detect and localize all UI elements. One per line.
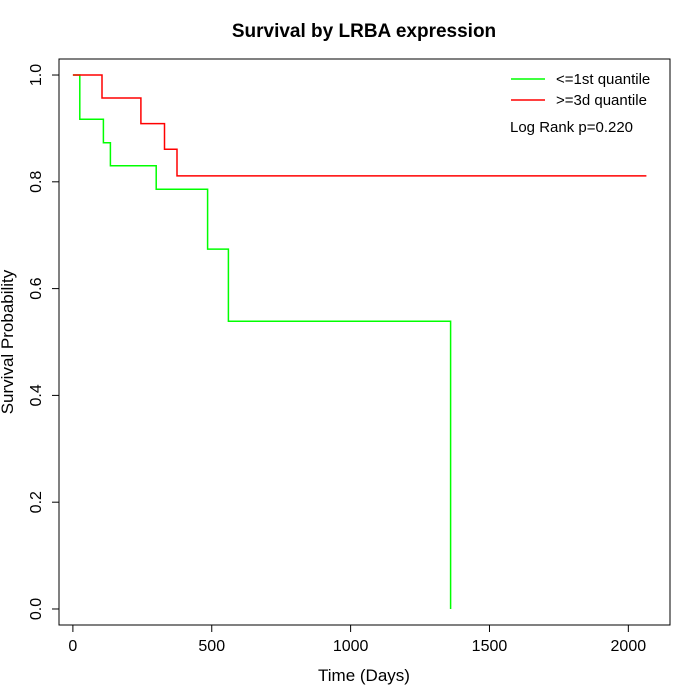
legend: <=1st quantile >=3d quantile Log Rank p=… [510, 71, 650, 136]
y-tick-label: 1.0 [28, 64, 45, 86]
log-rank-annotation: Log Rank p=0.220 [510, 119, 633, 136]
series-low-expression-curve [72, 74, 452, 609]
x-tick-label: 0 [68, 638, 77, 655]
series-layer [72, 74, 647, 609]
legend-label-high: >=3d quantile [556, 92, 647, 109]
legend-label-low: <=1st quantile [556, 71, 650, 88]
y-tick-label: 0.4 [28, 384, 45, 406]
x-tick-label: 1000 [333, 638, 369, 655]
y-axis: 0.0 0.2 0.4 0.6 0.8 1.0 [28, 64, 60, 620]
x-axis: 0 500 1000 1500 2000 [68, 624, 647, 655]
chart-title: Survival by LRBA expression [232, 21, 496, 42]
y-tick-label: 0.0 [28, 598, 45, 620]
x-tick-label: 2000 [611, 638, 647, 655]
y-tick-label: 0.6 [28, 277, 45, 299]
y-axis-label: Survival Probability [0, 269, 17, 414]
x-axis-label: Time (Days) [318, 666, 410, 685]
x-tick-label: 1500 [472, 638, 508, 655]
y-tick-label: 0.2 [28, 491, 45, 513]
series-high-expression-curve [72, 74, 647, 177]
plot-frame [58, 58, 671, 626]
x-tick-label: 500 [198, 638, 225, 655]
y-tick-label: 0.8 [28, 171, 45, 193]
